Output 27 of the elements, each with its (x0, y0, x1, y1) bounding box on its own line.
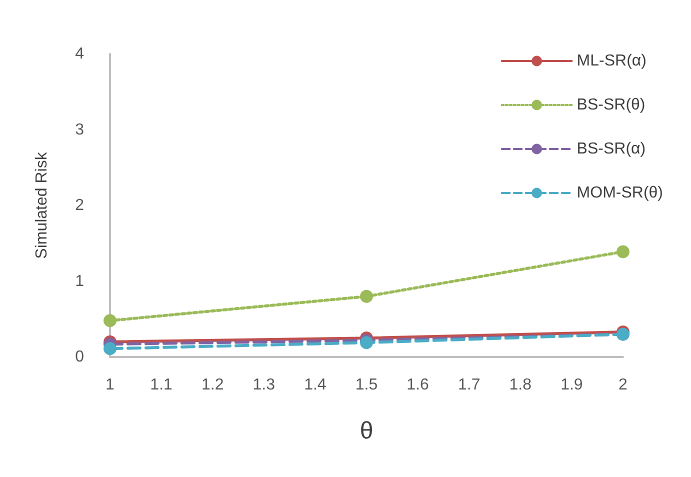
x-tick-label: 1.7 (458, 376, 480, 394)
x-tick-label: 1.4 (304, 376, 326, 394)
point (104, 342, 116, 356)
x-tick-label: 1.6 (406, 376, 430, 394)
x-tick-label: 2 (618, 376, 628, 394)
legend-label: BS-SR(θ) (576, 96, 646, 114)
x-tick-label: 1.2 (201, 376, 224, 394)
point (360, 336, 373, 350)
x-tick-label: 1.8 (509, 376, 532, 394)
x-tick-label: 1.9 (560, 376, 583, 394)
point (104, 314, 116, 328)
point (616, 245, 630, 258)
x-axis-title: θ (360, 418, 374, 444)
legend-label: ML-SR(α) (576, 52, 646, 70)
legend-label: MOM-SR(θ) (576, 184, 664, 202)
y-tick-label: 2 (75, 197, 84, 214)
y-tick-label: 0 (75, 348, 84, 366)
point (360, 290, 373, 303)
y-axis-title: Simulated Risk (34, 151, 50, 259)
y-tick-label: 3 (75, 121, 84, 138)
legend-label: BS-SR(α) (576, 140, 646, 158)
y-tick-label: 4 (75, 46, 84, 62)
x-tick-label: 1.5 (355, 376, 378, 394)
x-tick-label: 1.3 (252, 376, 276, 394)
x-tick-label: 1 (106, 376, 115, 394)
x-tick-label: 1.1 (150, 376, 173, 394)
y-tick-label: 1 (75, 272, 84, 290)
